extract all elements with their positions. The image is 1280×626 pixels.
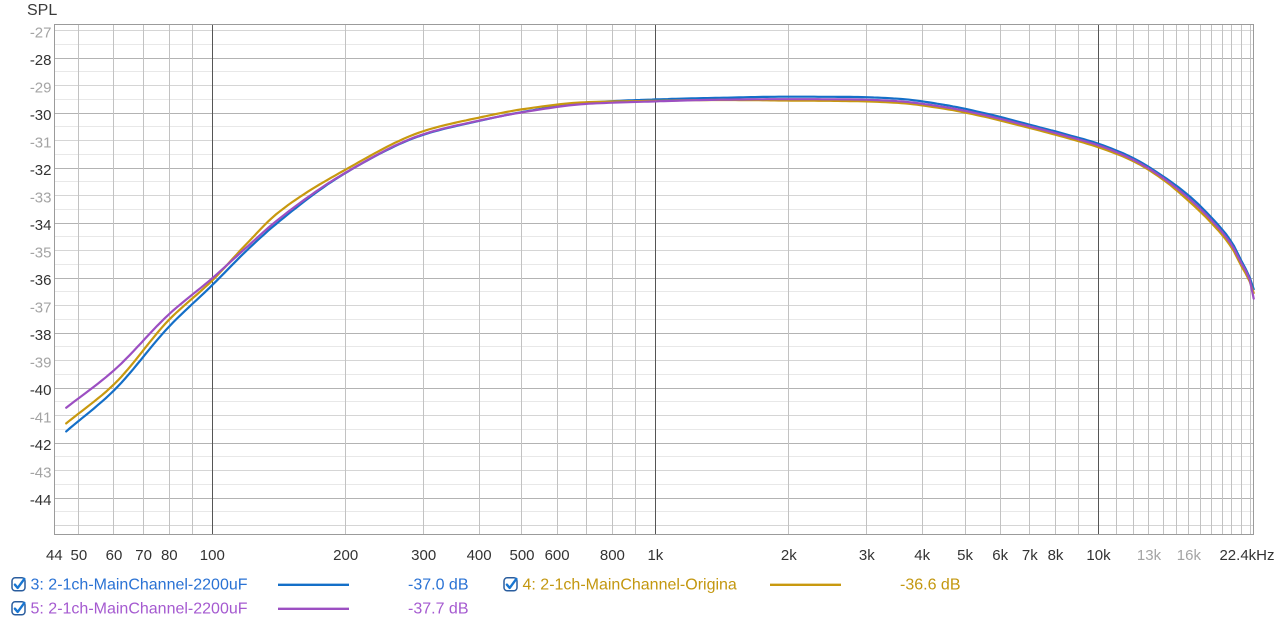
svg-text:-28: -28	[30, 52, 52, 69]
svg-text:-38: -38	[30, 327, 52, 344]
svg-text:-37.0 dB: -37.0 dB	[408, 577, 468, 594]
svg-text:-34: -34	[30, 217, 52, 234]
svg-text:3k: 3k	[859, 547, 875, 564]
svg-text:-42: -42	[30, 437, 52, 454]
svg-text:-44: -44	[30, 492, 52, 509]
svg-text:3: 2-1ch-MainChannel-2200uF: 3: 2-1ch-MainChannel-2200uF	[31, 577, 248, 594]
svg-text:300: 300	[411, 547, 436, 564]
svg-text:13k: 13k	[1137, 547, 1162, 564]
svg-text:SPL: SPL	[27, 2, 57, 19]
svg-text:4: 2-1ch-MainChannel-Origina: 4: 2-1ch-MainChannel-Origina	[523, 577, 737, 594]
svg-text:16k: 16k	[1177, 547, 1202, 564]
svg-text:10k: 10k	[1086, 547, 1111, 564]
svg-text:6k: 6k	[992, 547, 1008, 564]
svg-text:-36.6 dB: -36.6 dB	[900, 577, 960, 594]
svg-text:-29: -29	[30, 80, 52, 97]
svg-text:80: 80	[161, 547, 178, 564]
svg-text:8k: 8k	[1048, 547, 1064, 564]
svg-text:-39: -39	[30, 355, 52, 372]
svg-text:-33: -33	[30, 190, 52, 207]
svg-text:1k: 1k	[647, 547, 663, 564]
svg-text:-27: -27	[30, 25, 52, 42]
svg-text:500: 500	[509, 547, 534, 564]
svg-text:-43: -43	[30, 465, 52, 482]
svg-text:-32: -32	[30, 162, 52, 179]
svg-text:-37.7 dB: -37.7 dB	[408, 601, 468, 618]
svg-text:100: 100	[200, 547, 225, 564]
svg-text:400: 400	[467, 547, 492, 564]
svg-text:-41: -41	[30, 410, 52, 427]
svg-text:70: 70	[135, 547, 152, 564]
svg-text:600: 600	[545, 547, 570, 564]
svg-text:-40: -40	[30, 382, 52, 399]
svg-text:4k: 4k	[914, 547, 930, 564]
svg-text:-36: -36	[30, 272, 52, 289]
svg-text:2k: 2k	[781, 547, 797, 564]
svg-text:5: 2-1ch-MainChannel-2200uF: 5: 2-1ch-MainChannel-2200uF	[31, 601, 248, 618]
svg-text:-31: -31	[30, 135, 52, 152]
svg-text:60: 60	[106, 547, 123, 564]
svg-text:22.4kHz: 22.4kHz	[1219, 547, 1274, 564]
svg-text:7k: 7k	[1022, 547, 1038, 564]
svg-text:-37: -37	[30, 300, 52, 317]
svg-text:44: 44	[46, 547, 63, 564]
svg-text:50: 50	[71, 547, 88, 564]
svg-text:-35: -35	[30, 245, 52, 262]
svg-text:200: 200	[333, 547, 358, 564]
svg-text:5k: 5k	[957, 547, 973, 564]
svg-text:-30: -30	[30, 107, 52, 124]
svg-text:800: 800	[600, 547, 625, 564]
